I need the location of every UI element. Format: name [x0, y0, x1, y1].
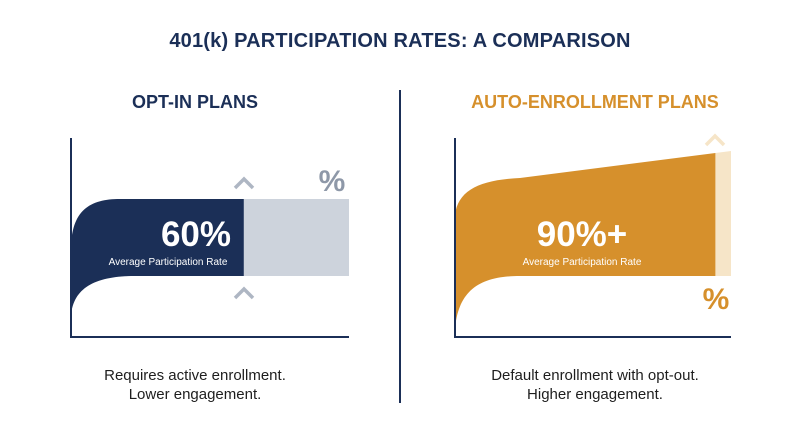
auto-remainder-label: %: [703, 283, 730, 316]
auto-caption-line-2: Higher engagement.: [527, 386, 663, 403]
opt-in-panel-title: OPT-IN PLANS: [131, 92, 258, 112]
auto-value-caption: Average Participation Rate: [523, 257, 642, 268]
opt-in-caption-line-2: Lower engagement.: [128, 386, 262, 403]
opt-in-up-chevron-lower-icon: [233, 286, 255, 300]
chart-title: 401(k) PARTICIPATION RATES: A COMPARISON: [169, 30, 631, 52]
auto-participation-area: [455, 152, 716, 330]
opt-in-caption-line-1: Requires active enrollment.: [104, 367, 286, 384]
opt-in-remainder-label: %: [319, 165, 346, 198]
opt-in-up-chevron-icon: [233, 176, 255, 190]
opt-in-chart: 60% Average Participation Rate %: [70, 138, 349, 338]
opt-in-remainder-area: [243, 199, 349, 276]
opt-in-participation-area: [71, 199, 244, 318]
auto-enrollment-caption: Default enrollment with opt-out. Higher …: [430, 366, 760, 404]
auto-remainder-area: [715, 151, 731, 276]
auto-up-chevron-icon: [704, 133, 726, 147]
auto-enrollment-chart: 90%+ Average Participation Rate %: [454, 133, 731, 338]
opt-in-value-label: 60%: [161, 215, 231, 254]
auto-value-label: 90%+: [537, 215, 628, 254]
auto-enrollment-panel-title: AUTO-ENROLLMENT PLANS: [471, 92, 719, 112]
panel-divider: [399, 90, 401, 403]
opt-in-value-caption: Average Participation Rate: [109, 257, 228, 268]
opt-in-caption: Requires active enrollment. Lower engage…: [30, 366, 360, 404]
auto-caption-line-1: Default enrollment with opt-out.: [491, 367, 699, 384]
